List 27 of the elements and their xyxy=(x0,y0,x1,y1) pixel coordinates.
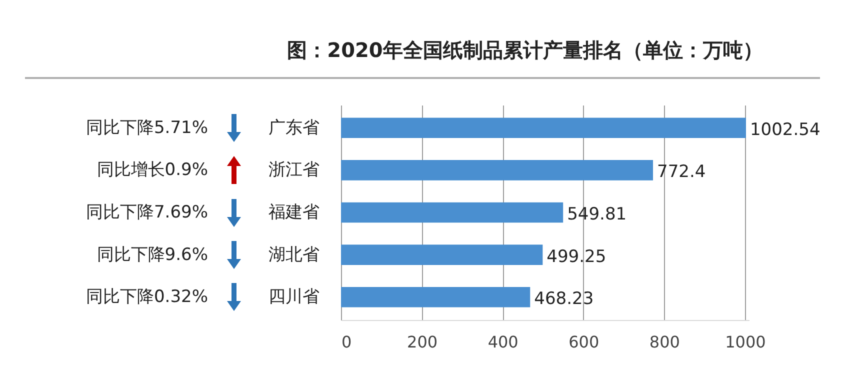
y-tick-label: 广东省 xyxy=(268,118,320,138)
y-tick-label: 浙江省 xyxy=(268,160,320,180)
data-label: 499.25 xyxy=(546,246,606,267)
text: 同比下降5.71% xyxy=(86,118,208,138)
bar xyxy=(341,160,654,180)
chart-title: 图：2020年全国纸制品累计产量排名（单位：万吨） xyxy=(287,38,763,62)
text: 同比下降0.32% xyxy=(86,287,208,308)
x-tick-label: 400 xyxy=(488,332,518,352)
y-tick-label: 湖北省 xyxy=(268,244,320,265)
data-label: 1002.54 xyxy=(750,120,820,140)
x-tick-label: 0 xyxy=(342,332,352,352)
bar xyxy=(341,202,564,223)
y-tick-label: 福建省 xyxy=(268,202,320,222)
text: 同比下降9.6% xyxy=(96,244,208,265)
text: 同比下降7.69% xyxy=(86,202,208,222)
text: 同比增长0.9% xyxy=(96,160,208,180)
x-tick-label: 1000 xyxy=(725,332,766,352)
bar xyxy=(341,286,530,308)
data-label: 468.23 xyxy=(534,289,594,310)
y-tick-label: 四川省 xyxy=(268,287,320,308)
data-label: 772.4 xyxy=(657,162,706,182)
bar xyxy=(341,244,543,265)
bar xyxy=(341,118,746,138)
x-tick-label: 200 xyxy=(407,332,438,352)
x-tick-label: 600 xyxy=(568,332,600,352)
data-label: 549.81 xyxy=(567,204,627,224)
x-tick-label: 800 xyxy=(649,332,680,352)
